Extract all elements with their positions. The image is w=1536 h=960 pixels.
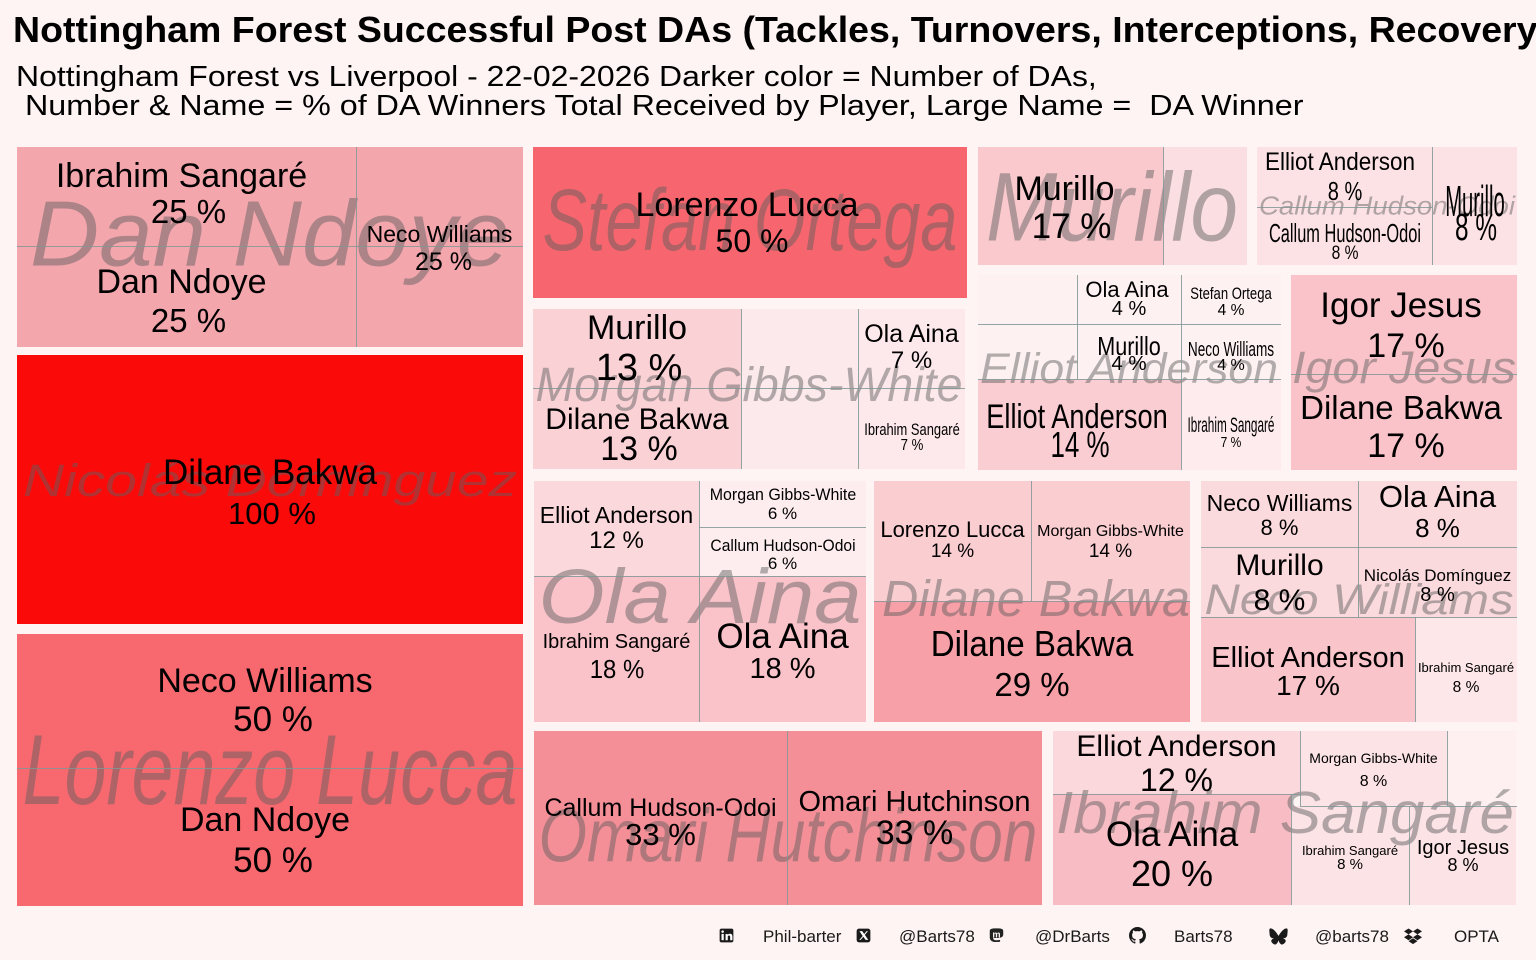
svg-text:m: m (992, 930, 1000, 940)
